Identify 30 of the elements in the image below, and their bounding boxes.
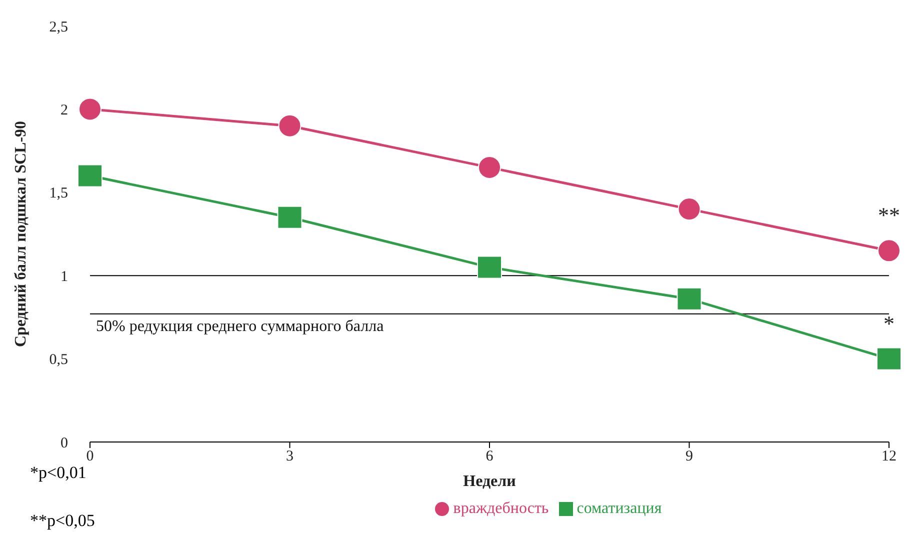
x-tick-label: 12 [882, 448, 896, 465]
point [78, 98, 102, 121]
y-tick-label: 2 [60, 102, 68, 119]
point [478, 156, 501, 179]
x-tick-label: 6 [486, 448, 494, 465]
annotation: * [884, 310, 894, 336]
text: **p<0,05 [30, 510, 95, 532]
text: *p<0,01 [30, 463, 86, 482]
point [876, 347, 902, 370]
x-tick-label: 9 [686, 448, 693, 465]
legend-label: соматизация [576, 500, 662, 517]
point [278, 114, 302, 138]
ref-line-label: 50% редукция среднего суммарного балла [96, 318, 384, 336]
point [678, 198, 701, 221]
x-tick-label: 3 [286, 448, 294, 465]
y-tick-label: 1,5 [49, 186, 68, 202]
legend-label: враждебность [453, 500, 549, 517]
y-tick-label: 0,5 [49, 352, 68, 368]
y-tick-label: 2,5 [49, 19, 68, 36]
x-axis-title: Недели [463, 473, 516, 490]
point [676, 287, 702, 310]
y-tick-label: 0 [60, 435, 68, 452]
point [277, 206, 302, 229]
annotation: ** [878, 202, 900, 228]
x-tick-label: 0 [86, 448, 94, 465]
point [78, 164, 102, 188]
y-tick-label: 1 [60, 268, 68, 285]
point [477, 256, 502, 279]
y-axis-title: Средний балл подшкал SCL-90 [12, 120, 30, 348]
point [878, 239, 900, 262]
